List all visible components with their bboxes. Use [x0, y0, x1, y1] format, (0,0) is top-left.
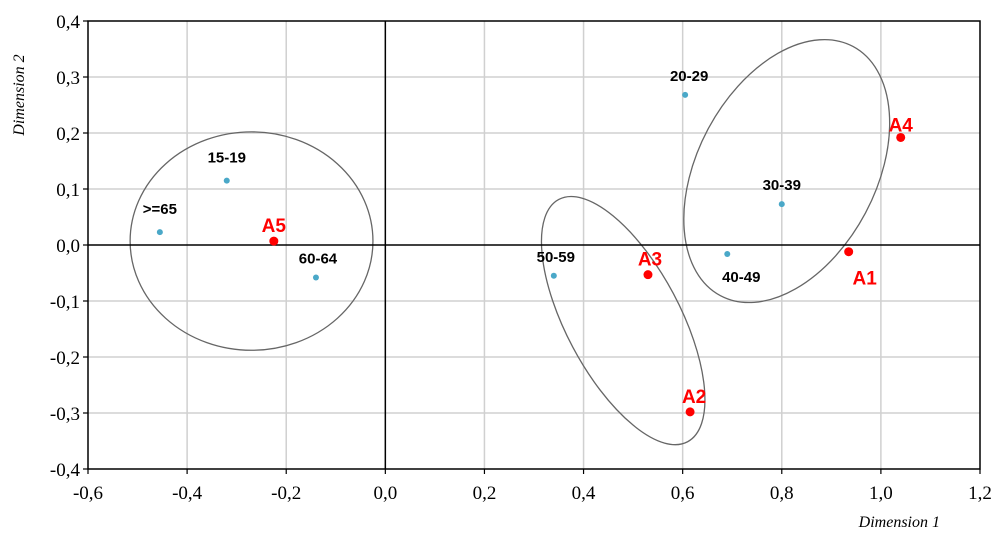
attribute-point: [643, 270, 653, 280]
attribute-point: [269, 236, 279, 246]
y-axis-title: Dimension 2: [11, 54, 28, 136]
age-group-point: [724, 250, 731, 257]
x-tick-label: 0,8: [770, 483, 794, 504]
age-group-point: [778, 201, 785, 208]
x-tick-label: 1,0: [869, 483, 893, 504]
y-tick-label: 0,1: [56, 180, 80, 201]
age-group-point: [682, 91, 689, 98]
age-group-point: [156, 229, 163, 236]
y-tick-label: -0,1: [50, 292, 80, 313]
age-group-label: >=65: [143, 201, 177, 218]
attribute-point: [896, 132, 906, 142]
age-group-label: 15-19: [208, 150, 246, 167]
attribute-label: A3: [638, 250, 662, 271]
group-ellipse: [129, 131, 374, 351]
age-group-point: [312, 274, 319, 281]
age-group-label: 40-49: [722, 269, 760, 286]
attribute-point: [685, 407, 695, 417]
group-ellipse: [683, 38, 891, 304]
y-tick-label: 0,3: [56, 68, 80, 89]
attribute-point: [844, 247, 854, 257]
attribute-label: A2: [682, 387, 706, 408]
age-group-label: 30-39: [763, 177, 801, 194]
age-group-label: 50-59: [537, 249, 575, 266]
group-ellipses: [129, 38, 891, 446]
attribute-label: A1: [853, 269, 878, 290]
age-group-label: 60-64: [299, 250, 338, 267]
x-axis-title: Dimension 1: [858, 514, 940, 531]
x-tick-label: 1,2: [968, 483, 992, 504]
attribute-label: A5: [262, 216, 287, 237]
x-tick-label: 0,6: [671, 483, 695, 504]
x-tick-label: -0,2: [271, 483, 301, 504]
x-tick-label: 0,0: [373, 483, 397, 504]
ticks: -0,6 -0,4 -0,2 0,0 0,2 0,4 0,6 0,8 1,0 1,2-0,4-0,…: [50, 12, 992, 504]
data-points: [156, 91, 906, 417]
x-tick-label: -0,4: [172, 483, 203, 504]
age-group-point: [223, 177, 230, 184]
zero-axes: [88, 21, 980, 469]
attribute-label: A4: [889, 115, 914, 136]
x-tick-label: 0,4: [572, 483, 596, 504]
x-tick-label: 0,2: [473, 483, 497, 504]
y-tick-label: 0,4: [56, 12, 80, 33]
point-labels: 15-19 >=65 60-64 20-29 30-39 40-49 50-59 A1 A2 A3…: [143, 68, 914, 408]
x-tick-label: -0,6: [73, 483, 103, 504]
y-tick-label: 0,0: [56, 236, 80, 257]
y-tick-label: -0,3: [50, 404, 80, 425]
y-tick-label: 0,2: [56, 124, 80, 145]
age-group-label: 20-29: [670, 68, 708, 85]
y-tick-label: -0,2: [50, 348, 80, 369]
group-ellipse: [540, 195, 706, 446]
y-tick-label: -0,4: [50, 460, 81, 481]
age-group-point: [550, 272, 557, 279]
